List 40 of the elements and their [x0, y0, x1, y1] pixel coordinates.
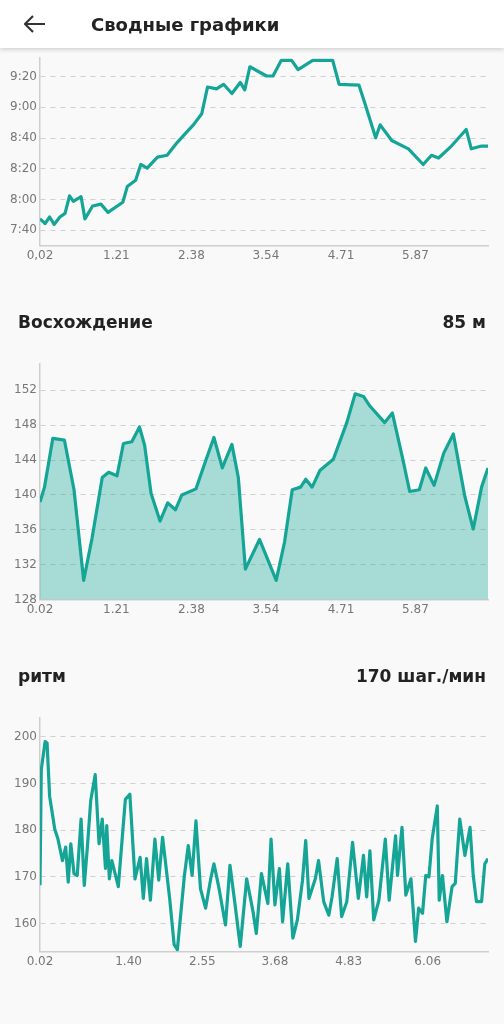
y-tick-label: 180 [14, 822, 37, 837]
y-tick-label: 148 [14, 417, 37, 432]
y-tick-label: 132 [14, 556, 37, 571]
x-tick-label: 2.38 [178, 601, 205, 616]
y-tick-label: 8:40 [10, 130, 37, 145]
x-tick-label: 4.83 [335, 953, 363, 968]
y-tick-label: 8:20 [10, 160, 37, 175]
x-tick-label: 2.38 [178, 247, 205, 262]
y-tick-label: 7:40 [10, 222, 37, 237]
y-tick-label: 140 [14, 487, 37, 502]
x-tick-label: 0.02 [26, 601, 54, 616]
y-tick-label: 152 [14, 382, 37, 397]
x-tick-label: 6.06 [414, 953, 442, 968]
x-tick-label: 0,02 [26, 247, 54, 262]
x-tick-label: 3.54 [252, 601, 280, 616]
y-tick-label: 190 [14, 775, 37, 790]
x-tick-label: 2.55 [189, 953, 216, 968]
y-tick-label: 160 [14, 915, 37, 930]
y-tick-label: 9:20 [10, 68, 37, 83]
y-tick-label: 170 [14, 869, 37, 884]
chart-title: ритм [18, 666, 66, 686]
x-tick-label: 0.02 [26, 953, 54, 968]
y-tick-label: 8:00 [10, 191, 37, 206]
x-tick-label: 1.21 [103, 601, 130, 616]
x-tick-label: 3.54 [252, 247, 280, 262]
x-tick-label: 1.40 [115, 953, 142, 968]
x-tick-label: 5.87 [402, 601, 429, 616]
chart-subtitle: 85 м [442, 312, 486, 332]
chart-subtitle: 170 шаг./мин [355, 666, 486, 686]
x-tick-label: 3.68 [261, 953, 289, 968]
chart-title: Сводные графики [91, 13, 280, 35]
y-tick-label: 200 [14, 729, 37, 743]
y-tick-label: 136 [14, 521, 37, 536]
y-tick-label: 9:00 [10, 99, 37, 114]
x-tick-label: 1.21 [103, 247, 130, 262]
x-tick-label: 5.87 [402, 247, 429, 262]
x-tick-label: 4.71 [327, 601, 355, 616]
chart-title: Восхождение [18, 312, 153, 332]
x-tick-label: 4.71 [327, 247, 355, 262]
y-tick-label: 144 [14, 452, 37, 467]
